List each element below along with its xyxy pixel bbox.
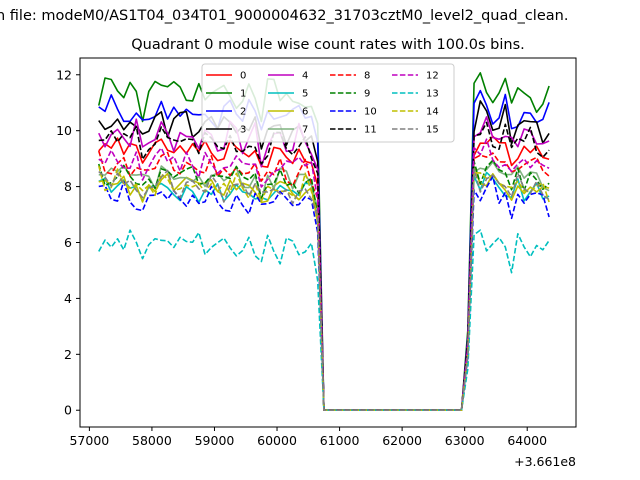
legend-label-14: 14 xyxy=(426,107,439,118)
x-tick-label: 64000 xyxy=(507,433,547,448)
y-tick-label: 8 xyxy=(64,179,72,194)
legend-label-3: 3 xyxy=(240,125,246,136)
legend-label-6: 6 xyxy=(302,107,308,118)
legend-label-7: 7 xyxy=(302,125,308,136)
x-tick-label: 62000 xyxy=(382,433,422,448)
series-layer xyxy=(97,72,550,412)
legend-label-12: 12 xyxy=(426,71,439,82)
legend-label-1: 1 xyxy=(240,89,246,100)
y-tick-label: 12 xyxy=(56,67,72,82)
legend-label-5: 5 xyxy=(302,89,308,100)
x-offset-label: +3.661e8 xyxy=(514,454,576,469)
figure-suptitle: n file: modeM0/AS1T04_034T01_9000004632_… xyxy=(0,8,568,24)
y-tick-label: 4 xyxy=(64,291,72,306)
legend-label-10: 10 xyxy=(364,107,377,118)
x-tick-label: 60000 xyxy=(257,433,297,448)
legend-label-11: 11 xyxy=(364,125,377,136)
y-tick-label: 0 xyxy=(64,403,72,418)
x-tick-label: 57000 xyxy=(69,433,109,448)
x-tick-label: 61000 xyxy=(320,433,360,448)
legend-label-13: 13 xyxy=(426,89,439,100)
y-axis: 0 2 4 6 8 10 12 xyxy=(56,67,80,418)
x-axis: 57000 58000 59000 60000 61000 62000 63000 64000 xyxy=(69,427,547,448)
series-line-15 xyxy=(98,167,550,412)
legend-label-9: 9 xyxy=(364,89,370,100)
y-tick-label: 2 xyxy=(64,347,72,362)
x-tick-label: 59000 xyxy=(195,433,235,448)
legend-label-4: 4 xyxy=(302,71,308,82)
legend-label-0: 0 xyxy=(240,71,246,82)
series-line-13 xyxy=(98,229,550,412)
legend-box xyxy=(201,63,455,143)
legend-label-15: 15 xyxy=(426,125,439,136)
axes-title: Quadrant 0 module wise count rates with … xyxy=(131,37,525,53)
legend-label-8: 8 xyxy=(364,71,370,82)
y-tick-label: 6 xyxy=(64,235,72,250)
x-tick-label: 58000 xyxy=(132,433,172,448)
legend-label-2: 2 xyxy=(240,107,246,118)
x-tick-label: 63000 xyxy=(445,433,485,448)
y-tick-label: 10 xyxy=(56,123,72,138)
